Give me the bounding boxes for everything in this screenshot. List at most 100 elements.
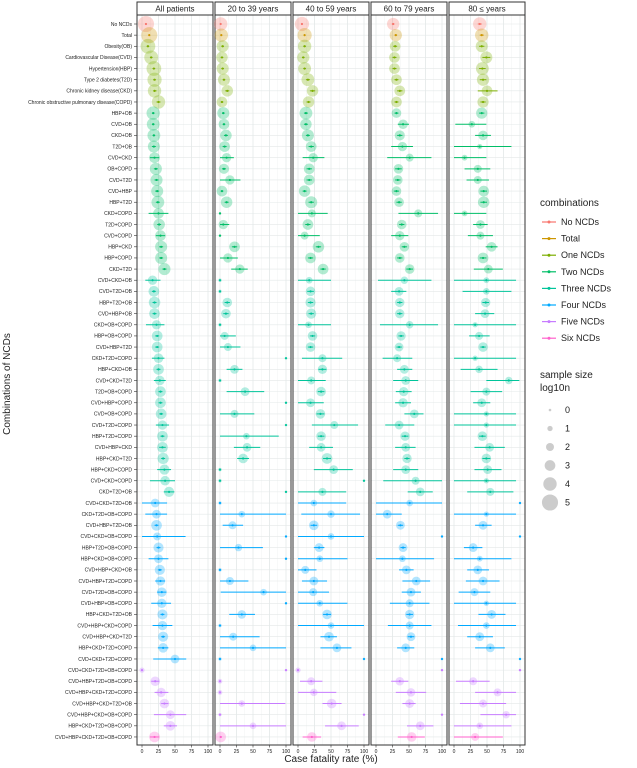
facet-panel: 40 to 59 years 0 25 50 75 100 <box>292 1 370 755</box>
point-estimate <box>152 134 155 137</box>
point-estimate <box>398 345 401 349</box>
point-estimate <box>308 279 311 282</box>
point-estimate <box>240 513 243 516</box>
x-tick-label: 100 <box>516 749 525 755</box>
y-tick-label: HBP+T2D <box>109 200 132 206</box>
point-estimate <box>476 568 479 571</box>
y-tick-label: CVD+OB+COPD <box>94 412 132 418</box>
point-estimate <box>251 646 255 649</box>
point-estimate <box>490 245 493 248</box>
point-estimate <box>401 546 405 549</box>
x-tick-label: 75 <box>189 749 195 755</box>
point-estimate <box>219 22 222 26</box>
point-estimate <box>317 245 320 248</box>
x-tick-label: 100 <box>204 749 213 755</box>
y-tick-label: HBP+CKD+OB+COPD <box>81 557 133 563</box>
point-estimate <box>153 78 156 81</box>
point-estimate <box>218 379 222 382</box>
point-estimate <box>163 468 166 471</box>
point-estimate <box>226 301 229 304</box>
x-tick-label: 100 <box>282 749 291 755</box>
legend-size-circle <box>541 494 559 511</box>
point-estimate <box>228 579 231 583</box>
point-estimate <box>156 535 159 538</box>
point-estimate <box>156 201 159 204</box>
point-estimate <box>156 345 159 349</box>
point-estimate <box>399 334 403 338</box>
point-estimate <box>482 190 485 193</box>
point-estimate <box>222 167 226 170</box>
point-estimate <box>440 535 444 538</box>
point-estimate <box>485 56 488 59</box>
point-estimate <box>404 446 407 449</box>
point-estimate <box>303 45 306 48</box>
point-estimate <box>319 412 322 415</box>
point-estimate <box>472 546 475 549</box>
x-tick-label: 50 <box>250 749 256 755</box>
y-tick-label: CKD+T2D <box>109 267 132 273</box>
point-estimate <box>284 423 288 427</box>
point-estimate <box>309 345 312 349</box>
point-estimate <box>485 602 488 605</box>
point-estimate <box>477 334 481 338</box>
point-estimate <box>476 178 479 182</box>
point-estimate <box>401 401 405 404</box>
y-tick-label: CVD+HBP <box>108 189 132 195</box>
point-estimate <box>362 657 366 661</box>
point-estimate <box>312 524 315 527</box>
y-tick-label: CKD+OB+COPD <box>94 323 132 329</box>
point-estimate <box>485 457 488 460</box>
x-tick-label: 50 <box>328 749 334 755</box>
point-estimate <box>222 78 226 81</box>
point-estimate <box>489 646 492 649</box>
point-estimate <box>218 657 222 661</box>
point-estimate <box>220 34 223 37</box>
point-estimate <box>485 290 488 293</box>
point-estimate <box>233 412 236 415</box>
point-estimate <box>395 112 398 115</box>
point-estimate <box>321 490 324 493</box>
y-tick-label: HBP+OB <box>112 111 133 117</box>
y-tick-label: CKD+OB <box>111 133 132 139</box>
point-estimate <box>398 290 401 293</box>
point-estimate <box>320 446 323 449</box>
point-estimate <box>401 123 405 126</box>
point-estimate <box>401 557 404 560</box>
point-estimate <box>309 290 312 293</box>
point-estimate <box>146 45 150 48</box>
point-estimate <box>157 546 160 549</box>
point-estimate <box>398 234 401 237</box>
point-estimate <box>485 279 488 282</box>
legend-label: Five NCDs <box>561 317 605 327</box>
point-estimate <box>233 368 236 371</box>
point-estimate <box>395 190 398 193</box>
point-estimate <box>226 89 229 92</box>
y-tick-label: CVD+OB <box>111 122 132 128</box>
facet-panel: All patients 0 25 50 75 100 <box>136 1 214 755</box>
point-estimate <box>152 145 155 148</box>
point-estimate <box>306 134 309 137</box>
point-estimate <box>408 613 411 616</box>
facet-title: 80 ≤ years <box>468 5 505 14</box>
point-estimate <box>312 691 315 694</box>
y-tick-label: CVD+HBP+T2D+OB+COPD <box>68 679 132 685</box>
point-estimate <box>399 524 402 527</box>
point-estimate <box>154 680 157 683</box>
point-estimate <box>410 735 413 739</box>
point-estimate <box>398 680 401 683</box>
point-estimate <box>398 301 401 304</box>
point-estimate <box>218 468 222 471</box>
point-estimate <box>218 568 222 571</box>
point-estimate <box>329 513 333 516</box>
point-estimate <box>485 624 488 627</box>
y-tick-label: CVD+CKD <box>108 155 132 161</box>
point-estimate <box>481 435 484 438</box>
x-tick-label: 75 <box>423 749 429 755</box>
point-estimate <box>284 401 288 404</box>
point-estimate <box>304 112 308 115</box>
point-estimate <box>477 368 481 371</box>
point-estimate <box>408 501 411 505</box>
legend-size-label: 4 <box>565 479 570 489</box>
point-estimate <box>398 89 401 92</box>
y-tick-label: CVD+HBP+OB <box>98 311 133 317</box>
